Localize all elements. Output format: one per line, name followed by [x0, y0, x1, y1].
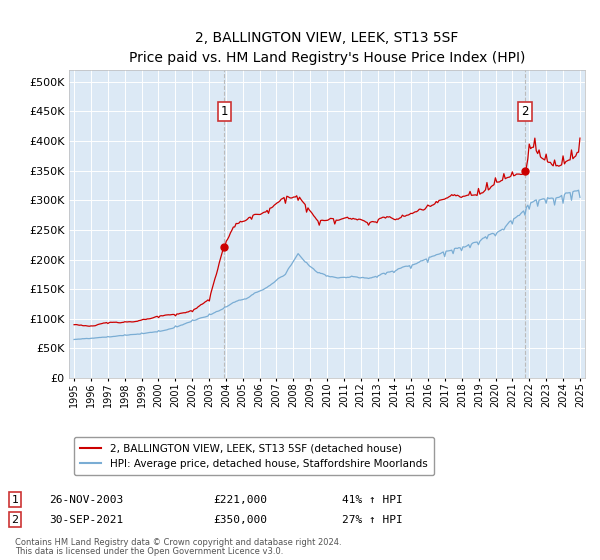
- Text: 26-NOV-2003: 26-NOV-2003: [49, 494, 124, 505]
- Text: 2: 2: [11, 515, 19, 525]
- Text: 30-SEP-2021: 30-SEP-2021: [49, 515, 124, 525]
- Text: £221,000: £221,000: [213, 494, 267, 505]
- Text: 41% ↑ HPI: 41% ↑ HPI: [342, 494, 403, 505]
- Text: This data is licensed under the Open Government Licence v3.0.: This data is licensed under the Open Gov…: [15, 547, 283, 556]
- Title: 2, BALLINGTON VIEW, LEEK, ST13 5SF
Price paid vs. HM Land Registry's House Price: 2, BALLINGTON VIEW, LEEK, ST13 5SF Price…: [129, 31, 525, 64]
- Text: 27% ↑ HPI: 27% ↑ HPI: [342, 515, 403, 525]
- Text: 1: 1: [221, 105, 228, 118]
- Text: 2: 2: [521, 105, 529, 118]
- Text: £350,000: £350,000: [213, 515, 267, 525]
- Legend: 2, BALLINGTON VIEW, LEEK, ST13 5SF (detached house), HPI: Average price, detache: 2, BALLINGTON VIEW, LEEK, ST13 5SF (deta…: [74, 437, 434, 475]
- Text: Contains HM Land Registry data © Crown copyright and database right 2024.: Contains HM Land Registry data © Crown c…: [15, 538, 341, 547]
- Text: 1: 1: [11, 494, 19, 505]
